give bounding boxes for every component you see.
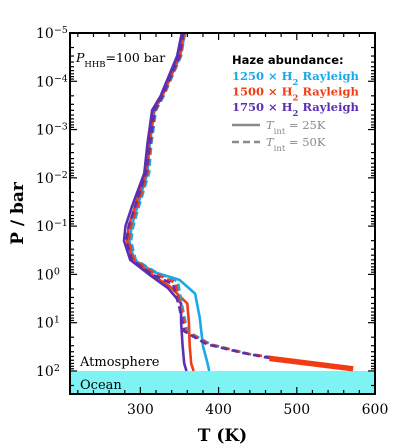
y-tick-label: 101: [36, 314, 60, 332]
x-tick-label: 300: [127, 402, 154, 418]
ocean-region: [70, 370, 375, 394]
ocean-label: Ocean: [80, 378, 122, 393]
series-line-3: [122, 33, 188, 372]
legend-entry-1: 1250 × H2 Rayleigh: [232, 69, 359, 88]
y-tick-label: 10−5: [36, 25, 68, 43]
legend-tint-label-1: Tint = 25K: [266, 118, 326, 137]
plot-frame: [69, 32, 376, 395]
y-tick-label: 10−4: [36, 73, 68, 91]
y-tick-label: 10−2: [36, 169, 68, 187]
y-tick-label: 100: [36, 266, 60, 284]
y-tick-label: 102: [36, 362, 60, 380]
x-axis-label: T (K): [198, 426, 247, 446]
series-group: [122, 33, 354, 372]
legend-title: Haze abundance:: [232, 53, 344, 67]
series-line-4: [129, 33, 354, 371]
legend-entry-2: 1500 × H2 Rayleigh: [232, 85, 359, 104]
legend-entry-3: 1750 × H2 Rayleigh: [232, 100, 359, 119]
atmosphere-label: Atmosphere: [79, 355, 160, 370]
series-line-6: [125, 33, 297, 363]
y-tick-label: 10−1: [36, 218, 68, 236]
legend-tint-label-2: Tint = 50K: [266, 135, 326, 154]
x-tick-label: 600: [362, 402, 389, 418]
x-tick-label: 400: [205, 402, 232, 418]
regions: [70, 370, 375, 394]
axis-ticks: [70, 32, 376, 395]
phhb-annotation: PHHB=100 bar: [75, 50, 165, 70]
series-highlight-segment: [269, 355, 354, 372]
series-line-5: [127, 33, 354, 371]
chart-texts: Atmosphere Ocean 10−5 10−4 10−3 10−2 10−1 100 10…: [8, 25, 388, 447]
y-axis-label: P / bar: [8, 181, 28, 245]
y-tick-label: 10−3: [36, 121, 68, 139]
x-tick-label: 500: [283, 402, 310, 418]
